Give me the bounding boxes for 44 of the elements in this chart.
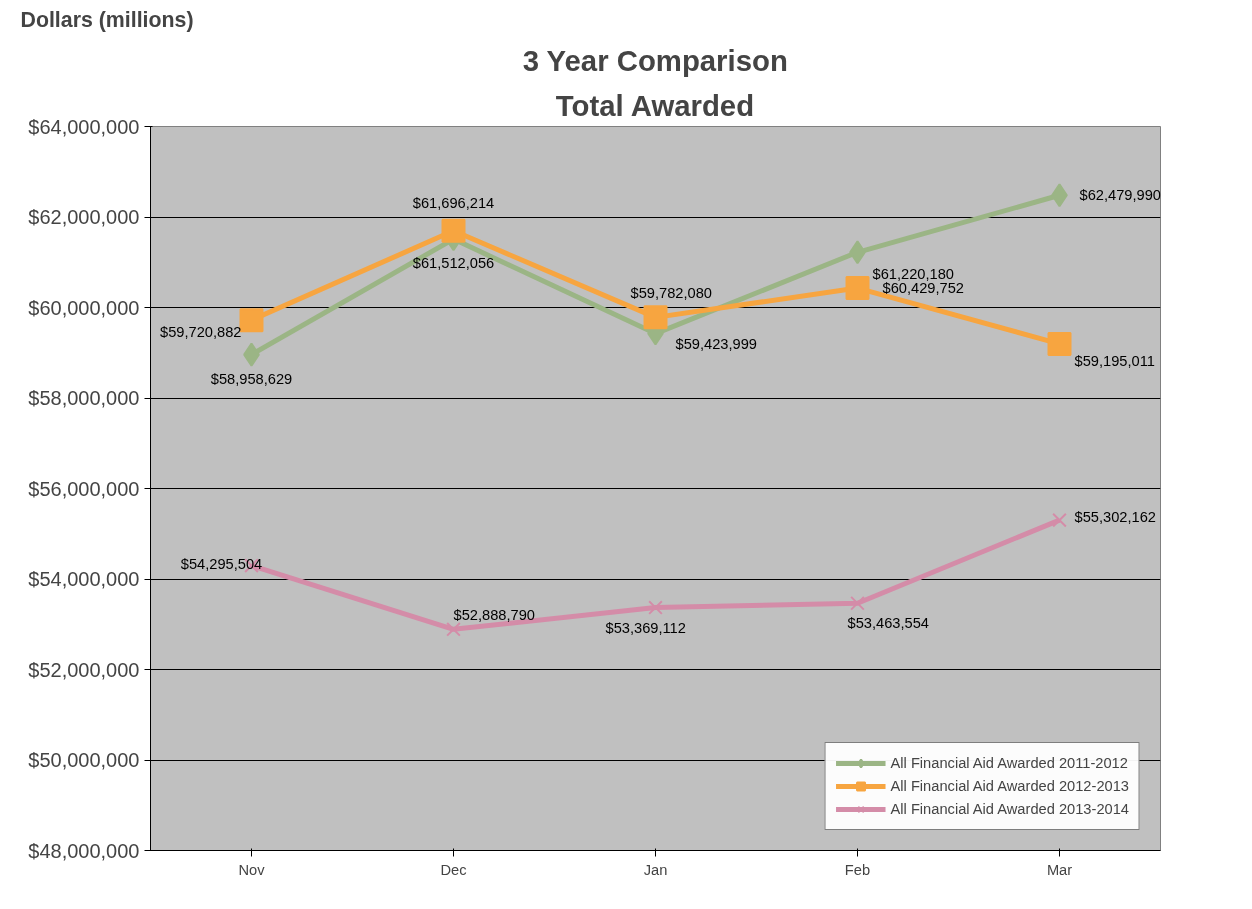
legend-label: All Financial Aid Awarded 2012-2013 — [890, 778, 1129, 794]
y-tick-label: $48,000,000 — [28, 839, 140, 862]
y-tick-label: $62,000,000 — [28, 206, 140, 228]
legend-label: All Financial Aid Awarded 2013-2014 — [890, 801, 1129, 817]
data-label: $61,512,056 — [412, 255, 495, 272]
data-label: $54,295,504 — [180, 555, 263, 572]
data-label: $52,888,790 — [453, 607, 536, 624]
x-tick-label: Nov — [238, 861, 266, 878]
y-tick-label: $64,000,000 — [28, 115, 140, 138]
chart-subtitle: Total Awarded — [555, 88, 755, 122]
x-tick-label: Jan — [643, 861, 668, 878]
point — [239, 308, 264, 333]
legend-label: All Financial Aid Awarded 2011-2012 — [890, 755, 1128, 771]
data-label: $59,423,999 — [675, 335, 758, 352]
point — [1047, 331, 1072, 356]
point — [441, 218, 466, 243]
x-tick-label: Dec — [440, 861, 467, 878]
data-label: $60,429,752 — [882, 280, 965, 297]
data-label: $61,696,214 — [412, 194, 495, 211]
data-label: $59,720,882 — [160, 324, 242, 341]
y-tick-label: $60,000,000 — [28, 296, 140, 319]
data-label: $53,369,112 — [605, 619, 686, 636]
point — [845, 276, 870, 301]
x-tick-label: Feb — [844, 861, 871, 878]
data-label: $55,302,162 — [1074, 509, 1157, 526]
y-tick-label: $56,000,000 — [28, 477, 140, 500]
point — [643, 305, 668, 330]
y-tick-label: $58,000,000 — [28, 387, 140, 409]
data-label: $61,220,180 — [872, 266, 955, 283]
point — [648, 600, 663, 615]
data-label: $58,958,629 — [210, 370, 293, 387]
y-axis-title: Dollars (millions) — [20, 7, 194, 32]
point — [1052, 512, 1067, 528]
y-tick-label: $54,000,000 — [28, 568, 140, 590]
data-label: $59,782,080 — [630, 285, 713, 302]
point — [446, 621, 461, 637]
data-label: $62,479,990 — [1079, 187, 1162, 204]
x-tick-label: Mar — [1046, 861, 1073, 878]
data-label: $53,463,554 — [847, 615, 930, 632]
data-label: $59,195,011 — [1074, 352, 1155, 369]
y-tick-label: $52,000,000 — [28, 658, 140, 681]
y-tick-label: $50,000,000 — [28, 749, 140, 771]
chart-title: 3 Year Comparison — [522, 43, 788, 77]
point — [850, 595, 865, 611]
